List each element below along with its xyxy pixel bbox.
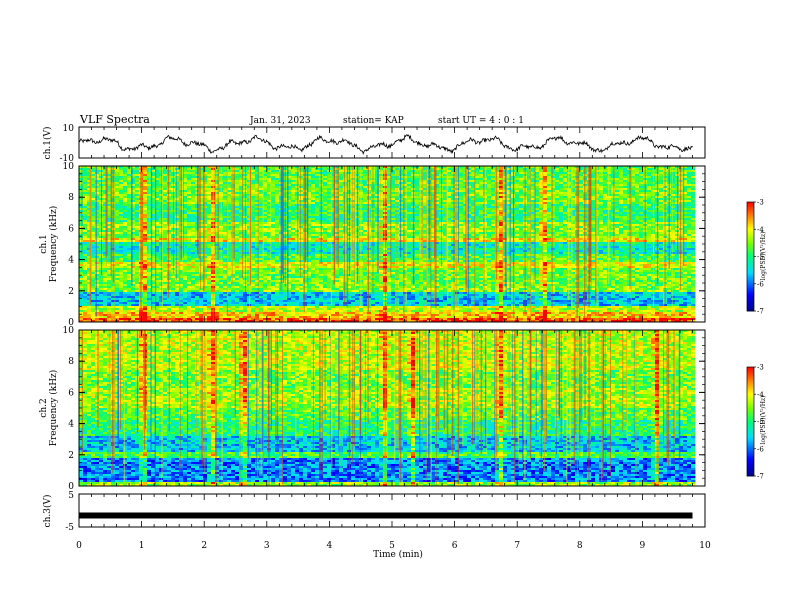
ch1-waveform-ylabel: ch.1(V) [42,127,53,160]
header-start-time: start UT = 4 : 0 : 1 [438,116,524,126]
ch1-spectrogram-image [79,166,705,322]
header-date: Jan. 31, 2023 [249,116,311,126]
vlf-figure: VLF Spectra Jan. 31, 2023 station= KAP s… [0,0,792,612]
ch1-waveform-ytick-top: 10 [63,124,75,134]
figure-title: VLF Spectra [79,113,150,126]
header-station: station= KAP [343,116,404,126]
